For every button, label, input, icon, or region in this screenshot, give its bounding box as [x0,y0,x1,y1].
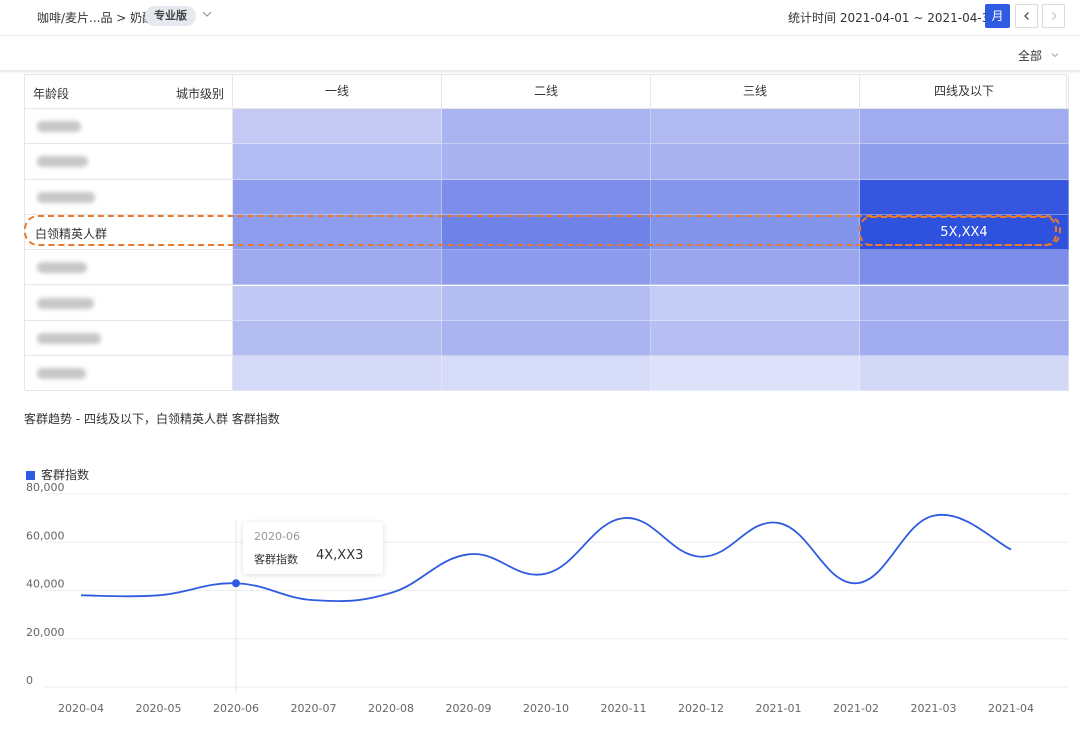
row-label: 白领精英人群 [25,214,233,251]
filter-label: 全部 [1018,49,1043,63]
filter-row: 全部 [0,37,1080,71]
chart-title: 客群趋势 - 四线及以下，白领精英人群 客群指数 [24,412,280,426]
series-line[interactable] [80,513,1012,603]
heatmap-cell[interactable] [233,179,442,215]
redacted-label [37,156,88,168]
y-tick-label: 0 [26,674,33,687]
highlight-row-marker [24,215,1061,246]
age-group-header: 年龄段 [33,87,70,101]
heatmap-cell[interactable] [651,250,860,286]
heatmap-cell[interactable] [860,109,1069,145]
y-tick-label: 80,000 [26,481,65,494]
edition-badge: 专业版 [145,6,196,26]
heatmap-cell[interactable] [442,109,651,145]
y-tick-label: 60,000 [26,529,65,542]
x-tick-label: 2020-12 [678,702,724,715]
x-tick-label: 2020-05 [136,702,182,715]
tooltip-value: 4X,XX3 [316,548,364,563]
row-label [25,144,233,180]
filter-dropdown[interactable]: 全部 [1018,47,1060,64]
heatmap-cell[interactable] [860,320,1069,357]
redacted-label [37,262,87,274]
heatmap-cell[interactable] [651,285,860,321]
redacted-label [37,191,95,203]
top-bar: 咖啡/麦片...品 > 奶酪 专业版 统计时间 2021-04-01 ~ 202… [0,0,1080,36]
heatmap-cell[interactable] [442,320,651,357]
legend-label: 客群指数 [41,468,90,482]
row-label [25,109,233,145]
heatmap-cell[interactable] [233,109,442,145]
heatmap-corner-header: 年龄段 城市级别 [25,75,233,109]
redacted-label [37,332,101,344]
x-tick-label: 2020-09 [446,702,492,715]
chevron-left-icon [1023,12,1029,20]
heatmap-cell[interactable] [860,250,1069,286]
column-header: 三线 [651,75,860,109]
row-label [25,250,233,286]
heatmap-cell[interactable] [651,144,860,180]
y-tick-label: 20,000 [26,626,65,639]
heatmap-cell[interactable] [442,179,651,215]
heatmap-cell[interactable] [442,250,651,286]
row-label [25,356,233,392]
row-label [25,285,233,321]
column-header: 四线及以下 [860,75,1069,109]
x-tick-label: 2020-04 [58,702,104,715]
x-tick-label: 2020-07 [291,702,337,715]
next-period-button[interactable] [1042,4,1065,28]
redacted-label [37,297,94,309]
heatmap-cell[interactable] [442,285,651,321]
row-label [25,179,233,215]
heatmap-cell[interactable] [860,179,1069,215]
chart-legend[interactable]: 客群指数 [26,466,89,483]
heatmap-cell[interactable] [442,144,651,180]
heatmap-cell[interactable] [651,320,860,357]
heatmap-cell[interactable] [233,285,442,321]
column-header: 一线 [233,75,442,109]
divider [0,70,1080,74]
x-tick-label: 2021-02 [833,702,879,715]
column-header: 二线 [442,75,651,109]
redacted-label [37,121,81,132]
heatmap-cell[interactable] [233,356,442,392]
x-tick-label: 2020-10 [523,702,569,715]
city-level-header: 城市级别 [175,87,224,101]
row-label-text: 白领精英人群 [35,226,108,241]
breadcrumb[interactable]: 咖啡/麦片...品 > 奶酪 [37,11,155,25]
heatmap-cell[interactable] [860,356,1069,392]
heatmap-cell[interactable] [442,356,651,392]
x-tick-label: 2020-11 [601,702,647,715]
tooltip-series-name: 客群指数 [254,553,298,566]
chevron-down-icon [1050,50,1060,63]
heatmap-cell[interactable] [233,144,442,180]
heatmap-cell[interactable] [651,356,860,392]
row-label [25,320,233,357]
x-tick-label: 2021-04 [988,702,1034,715]
x-tick-label: 2020-06 [213,702,259,715]
heatmap-cell[interactable] [651,179,860,215]
heatmap-cell[interactable] [233,250,442,286]
chevron-right-icon [1051,12,1057,20]
heatmap-cell[interactable] [860,144,1069,180]
heatmap-cell[interactable] [651,109,860,145]
line-chart[interactable]: 0 20,000 40,000 60,000 80,000 2020-04 2020-05 2… [0,480,1080,739]
highlight-cell-marker [859,216,1057,246]
month-button[interactable]: 月 [985,4,1010,28]
stat-time: 统计时间 2021-04-01 ~ 2021-04-30 [788,11,997,25]
prev-period-button[interactable] [1015,4,1038,28]
chevron-down-icon[interactable] [201,8,213,20]
tooltip-date: 2020-06 [254,530,300,543]
y-tick-label: 40,000 [26,578,65,591]
x-tick-label: 2021-03 [911,702,957,715]
heatmap-cell[interactable] [233,320,442,357]
redacted-label [37,368,86,380]
x-tick-label: 2020-08 [368,702,414,715]
highlighted-data-point[interactable] [232,579,240,588]
legend-swatch [26,471,35,480]
x-tick-label: 2021-01 [756,702,802,715]
chart-tooltip: 2020-06 客群指数 4X,XX3 [243,522,383,574]
heatmap-cell[interactable] [860,285,1069,321]
